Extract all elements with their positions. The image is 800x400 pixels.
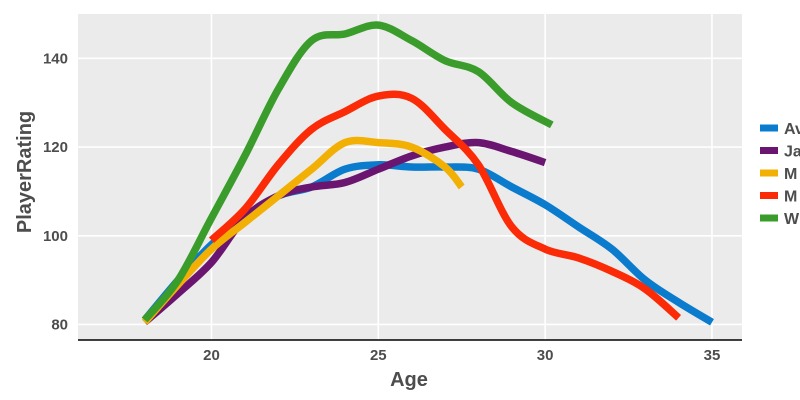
series-line-3	[141, 136, 465, 325]
legend-label: Av	[784, 121, 800, 138]
legend-label: M	[784, 189, 797, 206]
legend-label: Ja	[784, 144, 800, 161]
legend-label: W	[784, 211, 800, 228]
series-line-4	[208, 90, 682, 321]
y-tick-label: 140	[43, 50, 68, 67]
x-tick-label: 20	[203, 347, 220, 364]
x-axis-title: Age	[390, 369, 428, 391]
legend-swatch	[760, 169, 778, 177]
y-tick-label: 80	[51, 316, 68, 333]
tick-labels: 20 25 30 35 80 100 120 140	[43, 50, 720, 364]
legend-swatch	[760, 124, 778, 132]
y-tick-label: 120	[43, 139, 68, 156]
legend-label: M	[784, 166, 797, 183]
x-tick-label: 30	[537, 347, 554, 364]
series-line-5	[141, 21, 554, 323]
legend-swatch	[760, 147, 778, 154]
series-line-2	[142, 138, 547, 326]
legend-swatch	[760, 214, 778, 222]
y-axis-title: PlayerRating	[14, 111, 36, 233]
series-lines	[141, 21, 714, 326]
x-tick-label: 35	[704, 347, 721, 364]
x-tick-label: 25	[370, 347, 387, 364]
y-tick-label: 100	[43, 228, 68, 245]
legend-swatch	[760, 192, 778, 199]
